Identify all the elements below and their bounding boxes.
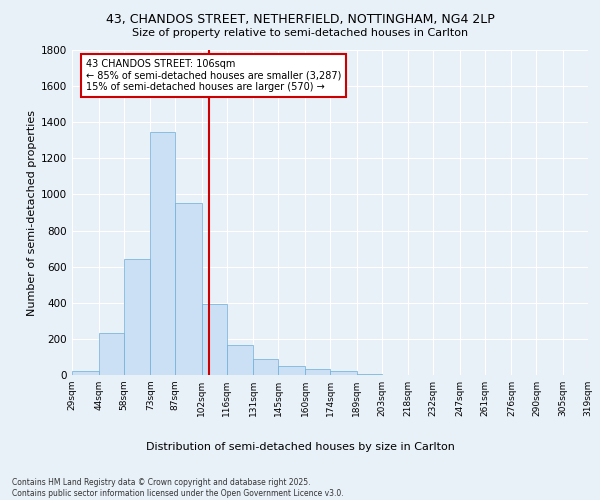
Bar: [330, 372, 356, 375]
Bar: [175, 202, 202, 375]
Bar: [98, 334, 124, 375]
Bar: [72, 372, 98, 375]
Text: Distribution of semi-detached houses by size in Carlton: Distribution of semi-detached houses by …: [146, 442, 454, 452]
Text: 43 CHANDOS STREET: 106sqm
← 85% of semi-detached houses are smaller (3,287)
15% : 43 CHANDOS STREET: 106sqm ← 85% of semi-…: [86, 59, 341, 92]
Bar: [124, 258, 150, 375]
Text: 43, CHANDOS STREET, NETHERFIELD, NOTTINGHAM, NG4 2LP: 43, CHANDOS STREET, NETHERFIELD, NOTTING…: [106, 12, 494, 26]
Bar: [150, 132, 175, 375]
Bar: [305, 368, 330, 375]
Bar: [278, 366, 305, 375]
Bar: [202, 304, 227, 375]
Text: Size of property relative to semi-detached houses in Carlton: Size of property relative to semi-detach…: [132, 28, 468, 38]
Bar: [253, 359, 278, 375]
Y-axis label: Number of semi-detached properties: Number of semi-detached properties: [27, 110, 37, 316]
Bar: [356, 374, 382, 375]
Bar: [227, 345, 253, 375]
Text: Contains HM Land Registry data © Crown copyright and database right 2025.
Contai: Contains HM Land Registry data © Crown c…: [12, 478, 344, 498]
